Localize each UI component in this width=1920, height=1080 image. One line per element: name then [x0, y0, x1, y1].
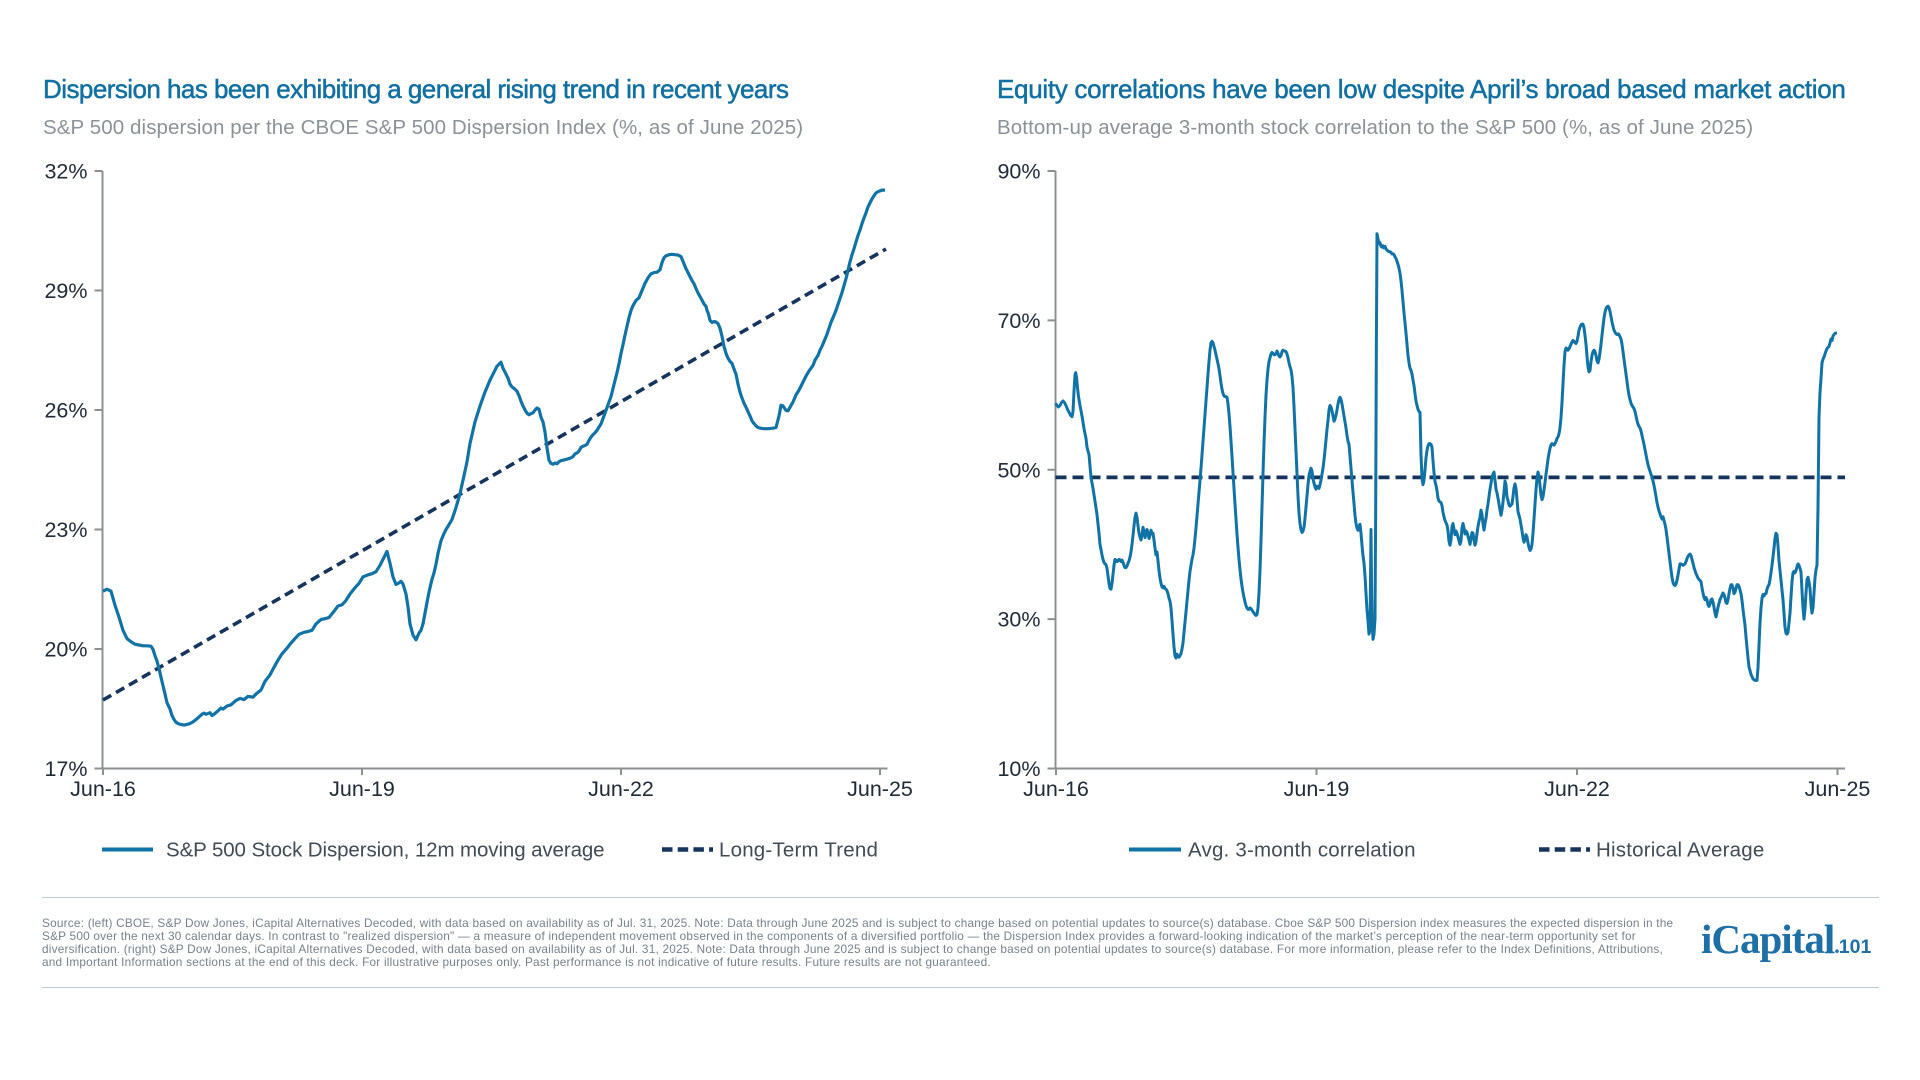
svg-text:10%: 10%: [997, 757, 1040, 781]
svg-text:70%: 70%: [997, 309, 1040, 333]
svg-text:S&P 500 Stock Dispersion, 12m: S&P 500 Stock Dispersion, 12m moving ave…: [166, 839, 604, 862]
svg-text:30%: 30%: [997, 608, 1040, 632]
svg-text:Jun-22: Jun-22: [588, 777, 654, 801]
svg-text:90%: 90%: [997, 160, 1040, 184]
svg-text:Jun-16: Jun-16: [1023, 777, 1089, 801]
svg-text:Jun-25: Jun-25: [1805, 777, 1871, 801]
svg-text:Historical Average: Historical Average: [1596, 839, 1764, 862]
svg-text:Jun-22: Jun-22: [1544, 777, 1610, 801]
svg-text:17%: 17%: [44, 757, 87, 781]
svg-text:29%: 29%: [44, 279, 87, 303]
svg-text:Jun-16: Jun-16: [70, 777, 136, 801]
svg-text:Jun-25: Jun-25: [847, 777, 913, 801]
svg-text:26%: 26%: [44, 399, 87, 423]
svg-text:23%: 23%: [44, 518, 87, 542]
svg-text:50%: 50%: [997, 458, 1040, 482]
svg-text:Avg. 3-month correlation: Avg. 3-month correlation: [1188, 839, 1416, 862]
svg-text:20%: 20%: [44, 638, 87, 662]
svg-text:Jun-19: Jun-19: [1284, 777, 1350, 801]
svg-text:Long-Term Trend: Long-Term Trend: [719, 839, 878, 862]
svg-text:32%: 32%: [44, 160, 87, 184]
svg-text:Jun-19: Jun-19: [329, 777, 395, 801]
